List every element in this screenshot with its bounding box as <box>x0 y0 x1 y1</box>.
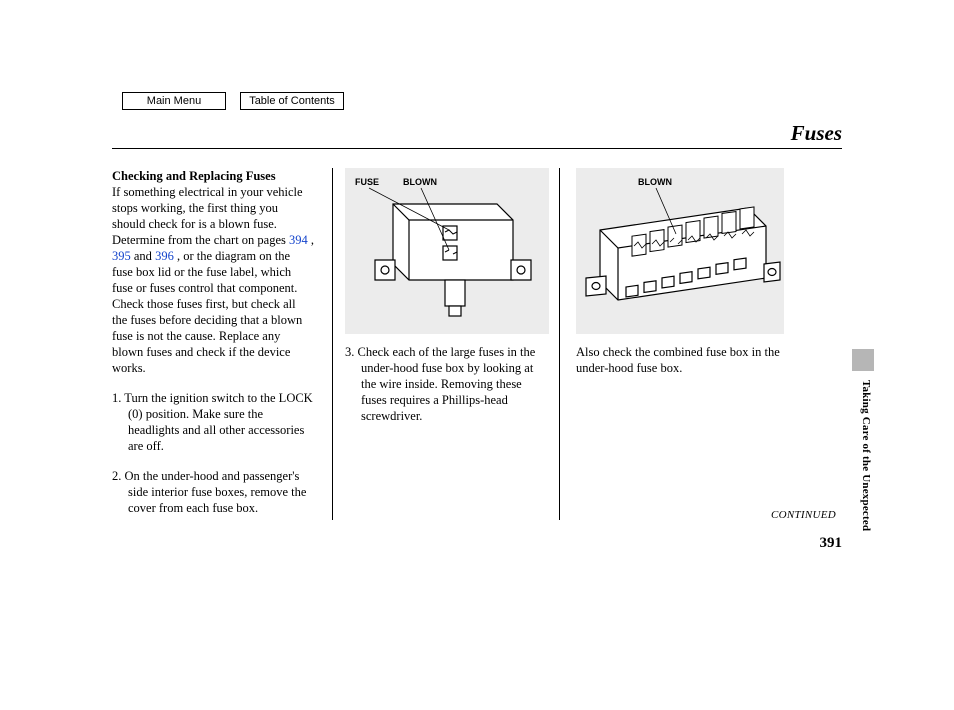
page-link-396[interactable]: 396 <box>155 249 174 263</box>
step-3: 3. Check each of the large fuses in the … <box>345 344 547 424</box>
column-1: Checking and Replacing Fuses If somethin… <box>112 168 330 520</box>
main-menu-button[interactable]: Main Menu <box>122 92 226 110</box>
title-rule <box>112 148 842 149</box>
section-tab-marker <box>852 349 874 371</box>
figure-large-fuse: FUSE BLOWN <box>345 168 549 334</box>
column-2: FUSE BLOWN <box>339 168 557 520</box>
col3-text: Also check the combined fuse box in the … <box>576 344 790 376</box>
section-side-label: Taking Care of the Unexpected <box>860 380 872 531</box>
page-link-394[interactable]: 394 <box>289 233 308 247</box>
step-1-number: 1. <box>112 391 124 405</box>
figure-combined-fuse-box: BLOWN <box>576 168 784 334</box>
step-1: 1. Turn the ignition switch to the LOCK … <box>112 390 314 454</box>
step-2: 2. On the under-hood and passenger's sid… <box>112 468 314 516</box>
and-word: and <box>131 249 155 263</box>
intro-text-b: , or the diagram on the fuse box lid or … <box>112 249 302 375</box>
step-1-text: Turn the ignition switch to the LOCK (0)… <box>124 391 312 453</box>
subheading: Checking and Replacing Fuses <box>112 168 314 184</box>
large-fuse-diagram <box>345 168 549 334</box>
continued-label: CONTINUED <box>771 509 836 521</box>
page-link-395[interactable]: 395 <box>112 249 131 263</box>
combined-fuse-box-diagram <box>576 168 784 334</box>
comma-1: , <box>308 233 314 247</box>
content-area: Checking and Replacing Fuses If somethin… <box>112 168 842 520</box>
step-2-number: 2. <box>112 469 125 483</box>
column-divider-1 <box>332 168 333 520</box>
intro-text-a: If something electrical in your vehicle … <box>112 185 303 247</box>
step-2-text: On the under-hood and passenger's side i… <box>125 469 307 515</box>
table-of-contents-button[interactable]: Table of Contents <box>240 92 344 110</box>
column-3: BLOWN <box>566 168 790 520</box>
column-divider-2 <box>559 168 560 520</box>
page-number: 391 <box>820 535 843 552</box>
page-title: Fuses <box>791 121 842 146</box>
nav-button-row: Main Menu Table of Contents <box>122 92 344 110</box>
step-3-number: 3. <box>345 345 358 359</box>
step-3-text: Check each of the large fuses in the und… <box>358 345 536 423</box>
